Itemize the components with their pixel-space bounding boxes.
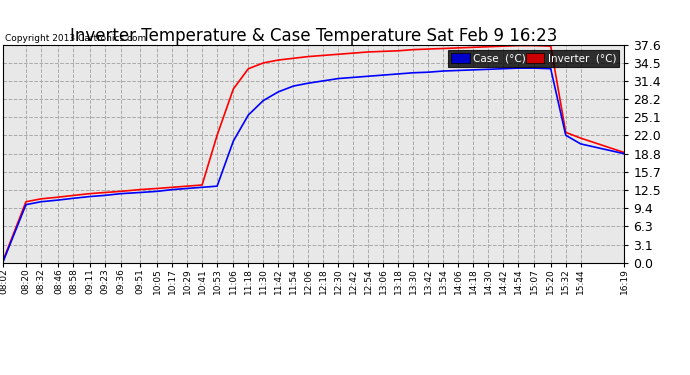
Title: Inverter Temperature & Case Temperature Sat Feb 9 16:23: Inverter Temperature & Case Temperature … <box>70 27 558 45</box>
Legend: Case  (°C), Inverter  (°C): Case (°C), Inverter (°C) <box>448 50 619 67</box>
Text: Copyright 2013 Cartronics.com: Copyright 2013 Cartronics.com <box>5 34 146 43</box>
